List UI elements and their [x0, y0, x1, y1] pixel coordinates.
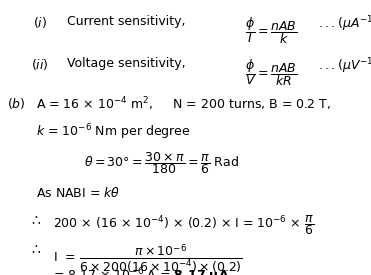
Text: As NABI = $k\theta$: As NABI = $k\theta$: [36, 186, 121, 200]
Text: $\dfrac{\phi}{I} = \dfrac{nAB}{k}$: $\dfrac{\phi}{I} = \dfrac{nAB}{k}$: [246, 15, 298, 46]
Text: $(i)$: $(i)$: [33, 15, 47, 30]
Text: I  = $\dfrac{\pi \times 10^{-6}}{6 \times 200(16 \times 10^{-4}) \times (0.2)}$: I = $\dfrac{\pi \times 10^{-6}}{6 \times…: [53, 243, 243, 275]
Text: A = 16 $\times$ 10$^{-4}$ m$^2$,     N = 200 turns, B = 0.2 T,: A = 16 $\times$ 10$^{-4}$ m$^2$, N = 200…: [36, 96, 332, 113]
Text: 200 $\times$ (16 $\times$ 10$^{-4}$) $\times$ (0.2) $\times$ I = 10$^{-6}$ $\tim: 200 $\times$ (16 $\times$ 10$^{-4}$) $\t…: [53, 213, 314, 237]
Text: $k$ = 10$^{-6}$ Nm per degree: $k$ = 10$^{-6}$ Nm per degree: [36, 123, 191, 142]
Text: $\therefore$: $\therefore$: [29, 243, 42, 257]
Text: Current sensitivity,: Current sensitivity,: [68, 15, 186, 28]
Text: $(b)$: $(b)$: [7, 96, 26, 111]
Text: $...(\mu V^{-1})$: $...(\mu V^{-1})$: [318, 57, 371, 76]
Text: $\therefore$: $\therefore$: [29, 213, 42, 227]
Text: $(ii)$: $(ii)$: [31, 57, 49, 72]
Text: Voltage sensitivity,: Voltage sensitivity,: [68, 57, 186, 70]
Text: = 8.17 $\times$ 10$^{-6}$ A = $\mathbf{8.17\ \mu A}$: = 8.17 $\times$ 10$^{-6}$ A = $\mathbf{8…: [53, 267, 229, 275]
Text: $\dfrac{\phi}{V} = \dfrac{nAB}{kR}$: $\dfrac{\phi}{V} = \dfrac{nAB}{kR}$: [246, 57, 298, 87]
Text: $\theta = 30° = \dfrac{30 \times \pi}{180} = \dfrac{\pi}{6}$ Rad: $\theta = 30° = \dfrac{30 \times \pi}{18…: [84, 150, 239, 175]
Text: $...(\mu A^{-1})$: $...(\mu A^{-1})$: [318, 15, 371, 34]
